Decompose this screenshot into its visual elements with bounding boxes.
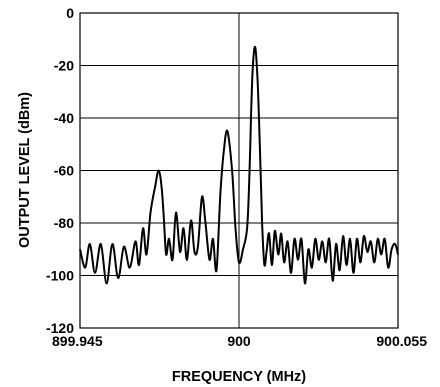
- y-tick-label: -120: [46, 320, 74, 336]
- grid: [80, 13, 398, 328]
- y-tick-label: -40: [54, 110, 74, 126]
- x-tick-label: 900.055: [376, 333, 427, 349]
- spectrum-trace-line: [79, 45, 399, 285]
- y-tick-label: -20: [54, 58, 74, 74]
- x-tick-label: 899.945: [52, 333, 103, 349]
- y-tick-label: -100: [46, 268, 74, 284]
- y-tick-label: 0: [66, 5, 74, 21]
- y-axis-label: OUTPUT LEVEL (dBm): [17, 92, 33, 248]
- x-axis-ticks: 899.945 900 900.055: [52, 333, 427, 349]
- y-tick-label: -80: [54, 215, 74, 231]
- y-tick-label: -60: [54, 163, 74, 179]
- x-axis-label: FREQUENCY (MHz): [172, 369, 306, 385]
- x-tick-label: 900: [227, 333, 251, 349]
- plot-frame: [79, 12, 399, 329]
- y-axis-ticks: 0 -20 -40 -60 -80 -100 -120: [46, 5, 74, 336]
